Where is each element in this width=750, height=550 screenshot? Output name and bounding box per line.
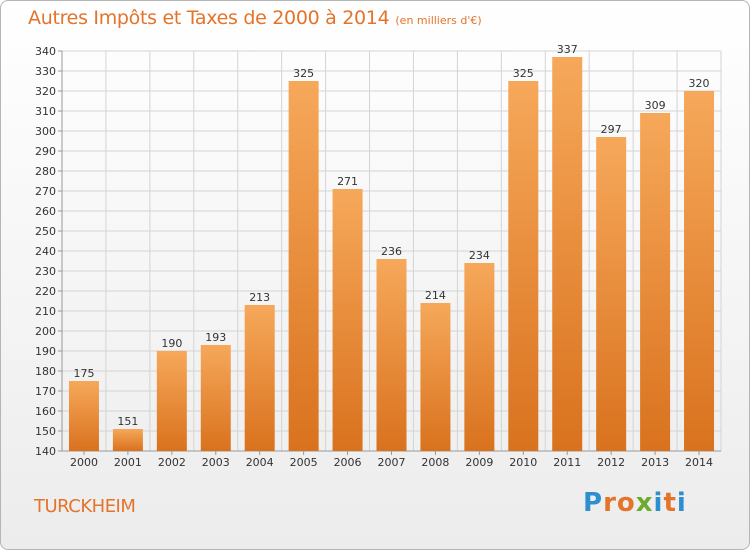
x-tick-label: 2007 (378, 456, 406, 469)
logo-letter: t (663, 488, 677, 518)
y-tick-label: 290 (35, 145, 56, 158)
bar (244, 305, 275, 451)
logo-letter: i (676, 488, 687, 518)
data-label: 193 (205, 331, 226, 344)
data-label: 175 (73, 367, 94, 380)
data-label: 214 (425, 289, 446, 302)
data-label: 297 (601, 123, 622, 136)
x-tick-label: 2002 (158, 456, 186, 469)
bar (464, 263, 495, 451)
x-tick-label: 2013 (641, 456, 669, 469)
y-tick-label: 230 (35, 265, 56, 278)
y-tick-label: 170 (35, 385, 56, 398)
x-tick-label: 2012 (597, 456, 625, 469)
title-unit: (en milliers d'€) (395, 14, 482, 27)
bar (288, 81, 319, 451)
x-tick-label: 2006 (334, 456, 362, 469)
x-tick-label: 2005 (290, 456, 318, 469)
y-tick-label: 150 (35, 425, 56, 438)
bar (376, 259, 407, 451)
x-tick-label: 2001 (114, 456, 142, 469)
data-label: 213 (249, 291, 270, 304)
axes: 140 150 160 170 180 190 200 210 220 230 240 250 260 2… (35, 45, 721, 469)
data-label: 236 (381, 245, 402, 258)
y-tick-label: 200 (35, 325, 56, 338)
data-label: 190 (161, 337, 182, 350)
y-tick-label: 340 (35, 45, 56, 58)
bar (596, 137, 627, 451)
bar (508, 81, 539, 451)
y-tick-label: 320 (35, 85, 56, 98)
x-tick-label: 2004 (246, 456, 274, 469)
data-label: 151 (117, 415, 138, 428)
data-label: 309 (645, 99, 666, 112)
bar (552, 57, 583, 451)
y-tick-label: 260 (35, 205, 56, 218)
y-tick-label: 280 (35, 165, 56, 178)
data-label: 320 (689, 77, 710, 90)
y-tick-label: 210 (35, 305, 56, 318)
y-tick-label: 250 (35, 225, 56, 238)
bars (68, 57, 715, 451)
logo-letter: x (635, 488, 654, 518)
x-tick-label: 2009 (465, 456, 493, 469)
bar (332, 189, 363, 451)
proxiti-logo: Proxiti (583, 488, 687, 518)
data-label: 325 (293, 67, 314, 80)
x-tick-label: 2011 (553, 456, 581, 469)
bar (684, 91, 715, 451)
x-tick-label: 2008 (421, 456, 449, 469)
y-tick-label: 140 (35, 445, 56, 458)
data-labels: 175 151 190 193 213 325 271 236 214 234 325 337 297 3… (73, 43, 709, 428)
data-label: 337 (557, 43, 578, 56)
bar (112, 429, 143, 451)
data-label: 234 (469, 249, 490, 262)
data-label: 325 (513, 67, 534, 80)
y-tick-label: 270 (35, 185, 56, 198)
logo-letter: o (616, 488, 636, 518)
y-tick-label: 160 (35, 405, 56, 418)
y-tick-label: 330 (35, 65, 56, 78)
bar (640, 113, 671, 451)
logo-letter: i (653, 488, 664, 518)
y-tick-label: 180 (35, 365, 56, 378)
logo-letter: P (583, 488, 604, 518)
bar (156, 351, 187, 451)
bar (68, 381, 99, 451)
bar (420, 303, 451, 451)
y-tick-label: 300 (35, 125, 56, 138)
data-label: 271 (337, 175, 358, 188)
y-tick-label: 240 (35, 245, 56, 258)
logo-letter: r (603, 488, 617, 518)
commune-name: TURCKHEIM (34, 496, 136, 517)
y-tick-label: 190 (35, 345, 56, 358)
title-text: Autres Impôts et Taxes de 2000 à 2014 (28, 7, 390, 29)
x-tick-label: 2010 (509, 456, 537, 469)
y-tick-label: 310 (35, 105, 56, 118)
chart-title: Autres Impôts et Taxes de 2000 à 2014 (en… (28, 7, 482, 29)
bar (200, 345, 231, 451)
x-tick-label: 2000 (70, 456, 98, 469)
x-tick-label: 2014 (685, 456, 713, 469)
x-tick-label: 2003 (202, 456, 230, 469)
y-tick-label: 220 (35, 285, 56, 298)
